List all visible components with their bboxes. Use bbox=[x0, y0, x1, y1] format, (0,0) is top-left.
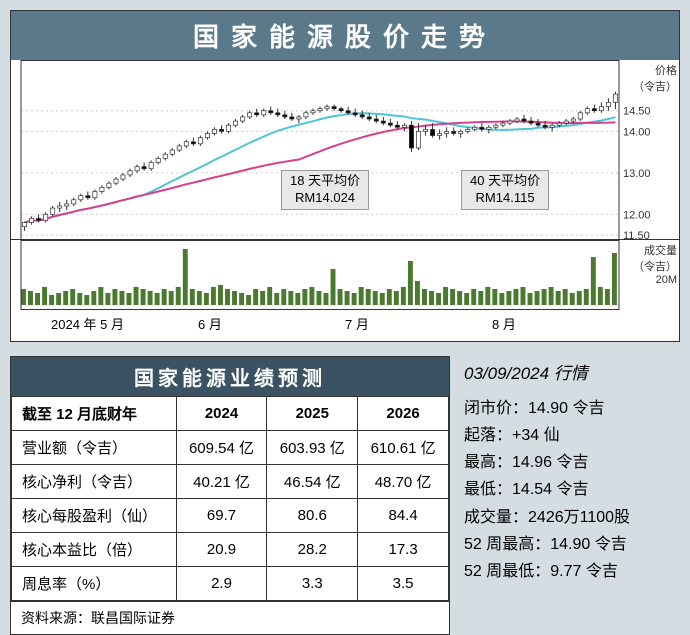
col-header: 2024 bbox=[176, 397, 267, 431]
ma18-line1: 18 天平均价 bbox=[290, 173, 360, 190]
table-cell: 610.61 亿 bbox=[358, 431, 449, 465]
table-cell: 17.3 bbox=[358, 533, 449, 567]
table-row: 周息率（%）2.93.33.5 bbox=[12, 567, 449, 601]
table-cell: 核心净利（令吉） bbox=[12, 465, 177, 499]
quote-panel: 03/09/2024 行情 闭市价：14.90 令吉 起落：+34 仙 最高：1… bbox=[464, 356, 680, 635]
price-axis-title: 价格 （令吉） bbox=[633, 62, 677, 94]
table-cell: 周息率（%） bbox=[12, 567, 177, 601]
table-cell: 603.93 亿 bbox=[267, 431, 358, 465]
ma40-label-box: 40 天平均价 RM14.115 bbox=[461, 170, 549, 210]
table-cell: 3.5 bbox=[358, 567, 449, 601]
table-cell: 2.9 bbox=[176, 567, 267, 601]
svg-text:14.00: 14.00 bbox=[623, 126, 651, 138]
table-cell: 84.4 bbox=[358, 499, 449, 533]
bottom-row: 国家能源业绩预测 截至 12 月底财年 2024 2025 2026 营业额（令… bbox=[10, 356, 680, 635]
x-axis: 2024 年 5 月 6 月 7 月 8 月 bbox=[11, 310, 679, 341]
chart-title: 国家能源股价走势 bbox=[11, 11, 679, 60]
table-cell: 核心本益比（倍） bbox=[12, 533, 177, 567]
forecast-source: 资料来源：联昌国际证券 bbox=[11, 601, 449, 634]
quote-close: 闭市价：14.90 令吉 bbox=[464, 395, 680, 422]
quote-date: 03/09/2024 行情 bbox=[464, 360, 680, 389]
quote-52hi: 52 周最高：14.90 令吉 bbox=[464, 531, 680, 558]
table-row: 核心本益比（倍）20.928.217.3 bbox=[12, 533, 449, 567]
ma18-label-box: 18 天平均价 RM14.024 bbox=[281, 170, 369, 210]
x-tick: 8 月 bbox=[492, 314, 639, 333]
volume-tick: 20M bbox=[656, 274, 677, 286]
table-cell: 69.7 bbox=[176, 499, 267, 533]
price-chart: 11.50 12.00 13.00 14.00 14.50 价格 （令吉） 18 天平均… bbox=[11, 60, 679, 240]
quote-change: 起落：+34 仙 bbox=[464, 422, 680, 449]
table-row: 核心每股盈利（仙）69.780.684.4 bbox=[12, 499, 449, 533]
volume-axis-title: 成交量 （令吉） bbox=[633, 242, 677, 274]
quote-low: 最低：14.54 令吉 bbox=[464, 476, 680, 503]
table-cell: 80.6 bbox=[267, 499, 358, 533]
table-cell: 609.54 亿 bbox=[176, 431, 267, 465]
table-cell: 40.21 亿 bbox=[176, 465, 267, 499]
x-tick: 2024 年 5 月 bbox=[51, 314, 198, 333]
table-row: 核心净利（令吉）40.21 亿46.54 亿48.70 亿 bbox=[12, 465, 449, 499]
table-cell: 48.70 亿 bbox=[358, 465, 449, 499]
col-header: 2026 bbox=[358, 397, 449, 431]
svg-text:12.00: 12.00 bbox=[623, 209, 651, 221]
ma40-line2: RM14.115 bbox=[470, 190, 540, 207]
volume-chart: 成交量 （令吉） 20M bbox=[11, 240, 679, 310]
svg-text:13.00: 13.00 bbox=[623, 168, 651, 180]
ma40-line1: 40 天平均价 bbox=[470, 173, 540, 190]
table-cell: 28.2 bbox=[267, 533, 358, 567]
ma18-line2: RM14.024 bbox=[290, 190, 360, 207]
table-header-row: 截至 12 月底财年 2024 2025 2026 bbox=[12, 397, 449, 431]
stock-chart-panel: 国家能源股价走势 11.50 12.00 13.00 14.00 14.50 价格 （令… bbox=[10, 10, 680, 342]
quote-high: 最高：14.96 令吉 bbox=[464, 449, 680, 476]
quote-52lo: 52 周最低：9.77 令吉 bbox=[464, 558, 680, 585]
svg-text:11.50: 11.50 bbox=[623, 230, 650, 240]
quote-volume: 成交量：2426万1100股 bbox=[464, 504, 680, 531]
table-cell: 营业额（令吉） bbox=[12, 431, 177, 465]
forecast-table: 截至 12 月底财年 2024 2025 2026 营业额（令吉）609.54 … bbox=[11, 396, 449, 601]
table-cell: 46.54 亿 bbox=[267, 465, 358, 499]
forecast-title: 国家能源业绩预测 bbox=[11, 357, 449, 396]
col-header: 截至 12 月底财年 bbox=[12, 397, 177, 431]
table-cell: 20.9 bbox=[176, 533, 267, 567]
forecast-panel: 国家能源业绩预测 截至 12 月底财年 2024 2025 2026 营业额（令… bbox=[10, 356, 450, 635]
x-tick: 7 月 bbox=[345, 314, 492, 333]
table-cell: 3.3 bbox=[267, 567, 358, 601]
svg-text:14.50: 14.50 bbox=[623, 106, 651, 118]
x-tick: 6 月 bbox=[198, 314, 345, 333]
col-header: 2025 bbox=[267, 397, 358, 431]
table-cell: 核心每股盈利（仙） bbox=[12, 499, 177, 533]
table-row: 营业额（令吉）609.54 亿603.93 亿610.61 亿 bbox=[12, 431, 449, 465]
